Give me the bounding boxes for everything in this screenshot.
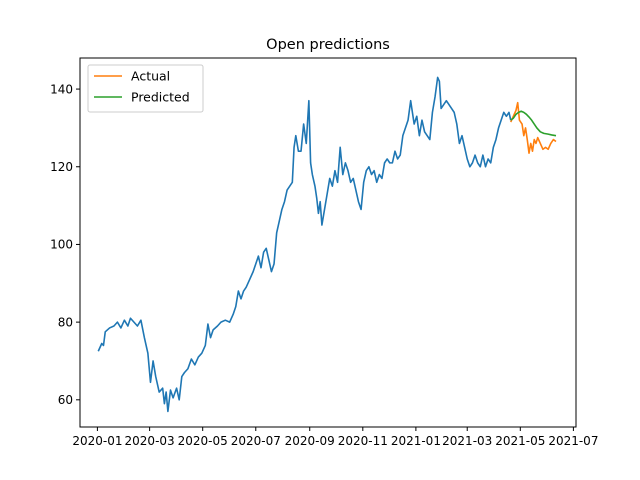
x-tick-label: 2020-01 <box>72 434 122 448</box>
plot-frame <box>79 57 577 428</box>
series-line-predicted <box>510 110 557 137</box>
lines-layer <box>97 76 557 413</box>
x-tick-label: 2021-05 <box>495 434 545 448</box>
y-axis: 60 80 100 120 140 <box>50 82 80 407</box>
x-tick-label: 2021-01 <box>391 434 441 448</box>
x-tick-label: 2021-07 <box>548 434 598 448</box>
y-tick-label: 120 <box>50 160 73 174</box>
x-tick-label: 2020-09 <box>285 434 335 448</box>
x-tick-label: 2020-03 <box>125 434 175 448</box>
legend: Actual Predicted <box>87 64 204 113</box>
chart-title: Open predictions <box>266 37 390 53</box>
series-line-actual <box>510 101 557 154</box>
y-tick-label: 140 <box>50 82 73 96</box>
y-tick-label: 80 <box>58 315 73 329</box>
y-tick-label: 100 <box>50 238 73 252</box>
y-tick-label: 60 <box>58 393 73 407</box>
x-tick-label: 2021-03 <box>442 434 492 448</box>
x-tick-label: 2020-11 <box>338 434 388 448</box>
series-line-history <box>97 76 512 413</box>
legend-label-actual: Actual <box>131 69 170 84</box>
x-tick-label: 2020-05 <box>178 434 228 448</box>
legend-label-predicted: Predicted <box>131 90 190 105</box>
x-axis: 2020-01 2020-03 2020-05 2020-07 2020-09 2020-… <box>72 427 598 448</box>
x-tick-label: 2020-07 <box>231 434 281 448</box>
